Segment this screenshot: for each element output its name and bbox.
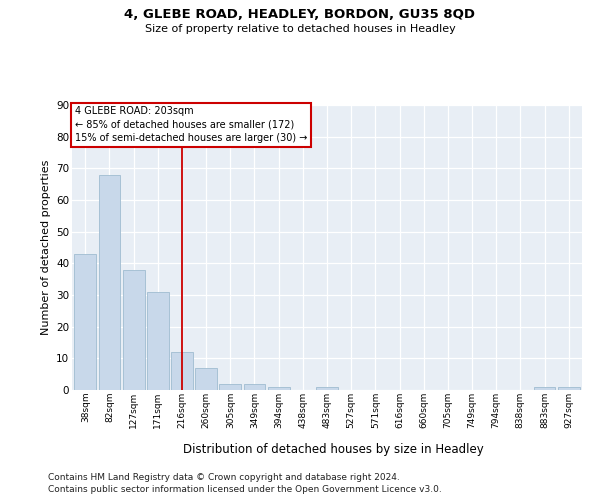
Text: 4 GLEBE ROAD: 203sqm
← 85% of detached houses are smaller (172)
15% of semi-deta: 4 GLEBE ROAD: 203sqm ← 85% of detached h… (74, 106, 307, 143)
Text: Distribution of detached houses by size in Headley: Distribution of detached houses by size … (182, 442, 484, 456)
Bar (268, 387, 290, 390)
Bar (558, 387, 580, 390)
Bar (171, 352, 193, 390)
Bar (533, 387, 556, 390)
Text: Size of property relative to detached houses in Headley: Size of property relative to detached ho… (145, 24, 455, 34)
Bar (98, 174, 121, 390)
Text: 4, GLEBE ROAD, HEADLEY, BORDON, GU35 8QD: 4, GLEBE ROAD, HEADLEY, BORDON, GU35 8QD (125, 8, 476, 20)
Bar (244, 384, 265, 390)
Bar (316, 387, 338, 390)
Bar (195, 368, 217, 390)
Text: Contains HM Land Registry data © Crown copyright and database right 2024.: Contains HM Land Registry data © Crown c… (48, 472, 400, 482)
Text: Contains public sector information licensed under the Open Government Licence v3: Contains public sector information licen… (48, 485, 442, 494)
Bar (74, 254, 96, 390)
Bar (147, 292, 169, 390)
Bar (123, 270, 145, 390)
Y-axis label: Number of detached properties: Number of detached properties (41, 160, 50, 335)
Bar (220, 384, 241, 390)
